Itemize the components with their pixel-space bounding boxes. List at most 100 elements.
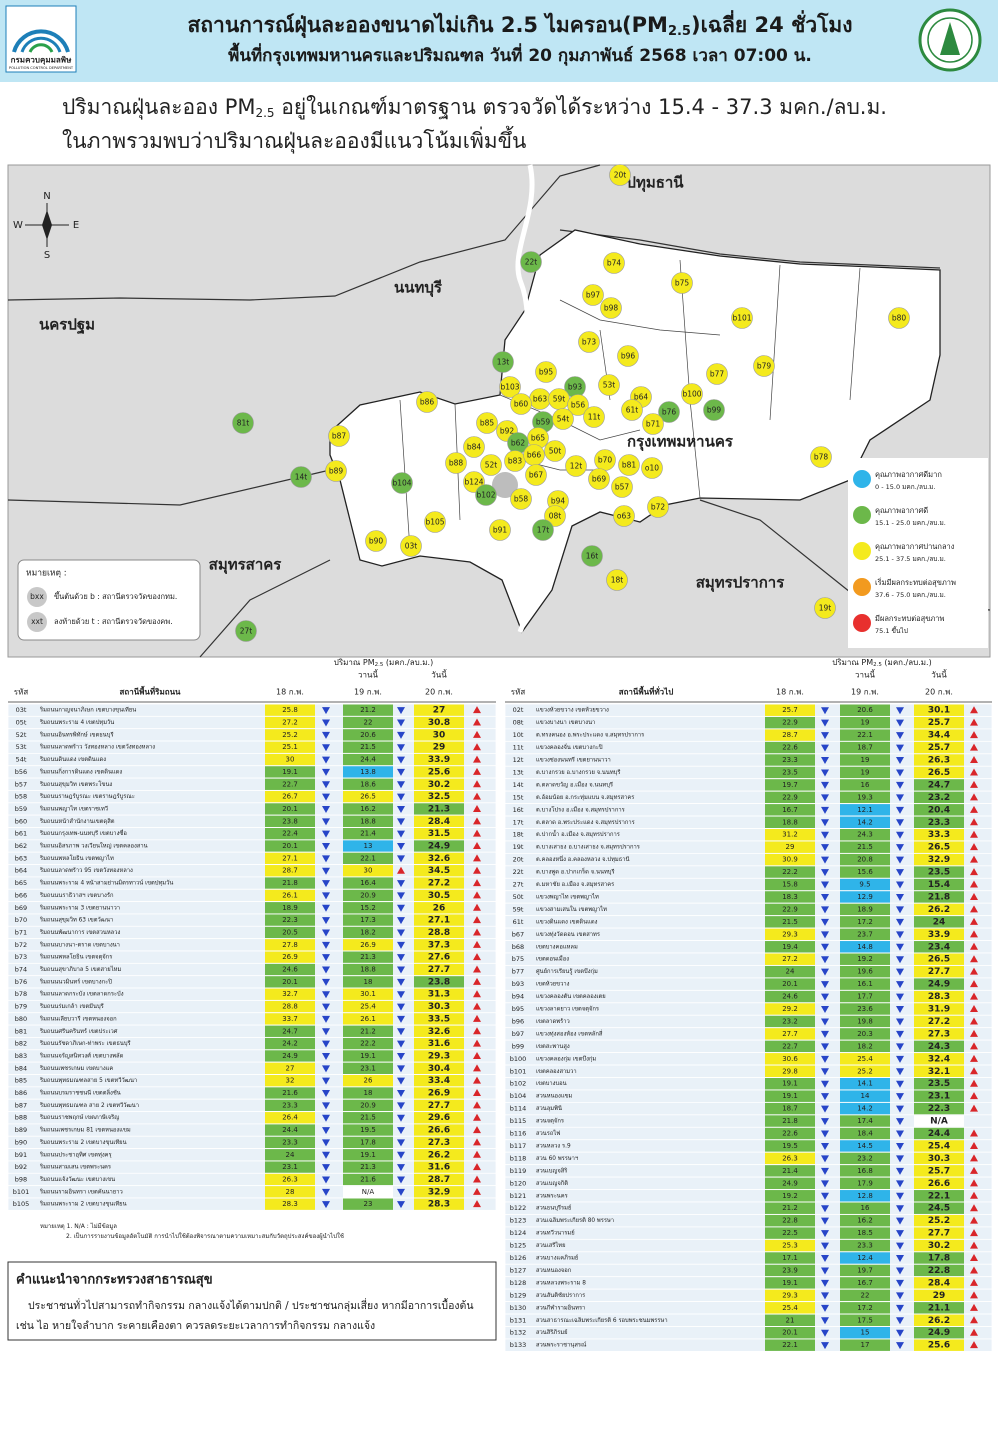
- station-marker: [492, 351, 514, 373]
- title-subscript: 2.5: [668, 24, 691, 39]
- station-label: b94: [551, 497, 566, 506]
- station-code: b85: [15, 1077, 27, 1085]
- reference-circle: [492, 472, 518, 498]
- value: 31.6: [428, 1039, 450, 1049]
- value: 21.3: [360, 953, 376, 961]
- value-cell: [265, 1062, 315, 1074]
- arrow-up: [970, 1141, 978, 1149]
- arrow-down: [397, 707, 405, 715]
- arrow-down: [896, 769, 904, 777]
- station-marker: [525, 464, 547, 486]
- value: 24.4: [282, 1126, 298, 1134]
- station-name: เขตดอนเมือง: [536, 955, 569, 963]
- column-header: 20 ก.พ.: [925, 688, 953, 697]
- value: 27.1: [428, 916, 450, 926]
- value: 12.9: [857, 893, 873, 901]
- arrow-up: [473, 1051, 481, 1059]
- station-code: 12t: [513, 756, 524, 764]
- value-cell: [414, 852, 464, 865]
- station-marker: [617, 345, 639, 367]
- value-cell: [840, 1152, 890, 1165]
- value: 19: [861, 768, 870, 776]
- value-cell: [840, 1289, 890, 1302]
- station-code: b93: [512, 980, 524, 988]
- arrow-up: [970, 1266, 978, 1274]
- station-marker: [532, 519, 554, 541]
- arrow-down: [896, 993, 904, 1001]
- station-name: สวนบางแคภิรมย์: [536, 1254, 578, 1262]
- value: 19: [861, 719, 870, 727]
- value: 30: [286, 756, 295, 764]
- station-code: b66: [15, 891, 27, 899]
- value: 23.1: [360, 1064, 376, 1072]
- value: 19.5: [782, 1142, 798, 1150]
- value: 23.9: [782, 1266, 798, 1274]
- arrow-down: [322, 1028, 330, 1036]
- arrow-down: [397, 880, 405, 888]
- station-marker: [400, 535, 422, 557]
- value-cell: [914, 841, 964, 853]
- station-name: ริมถนนเพชรเกษม 81 เขตหนองแขม: [39, 1127, 131, 1134]
- value-cell: [914, 978, 964, 990]
- value-cell: [765, 990, 815, 1003]
- station-label: b77: [710, 370, 725, 379]
- value: 18.5: [857, 1229, 873, 1237]
- station-name: เขตบางคอแหลม: [536, 944, 578, 950]
- station-name: แขวงคลองกุ่ม เขตบึงกุ่ม: [536, 1055, 596, 1062]
- value-cell: [414, 988, 464, 1000]
- arrow-down: [322, 1201, 330, 1209]
- arrow-down: [322, 1003, 330, 1011]
- station-code: b78: [15, 990, 27, 998]
- value: 21.3: [360, 1163, 376, 1171]
- value-cell: [343, 1000, 393, 1013]
- value: 20.1: [282, 842, 298, 850]
- value-cell: [265, 1173, 315, 1186]
- station-marker: [753, 355, 775, 377]
- logo-name: กรมควบคุมมลพิษ: [11, 56, 72, 66]
- arrow-up: [473, 829, 481, 837]
- value: 25.7: [928, 743, 950, 753]
- station-marker: [499, 376, 521, 398]
- station-marker: [611, 476, 633, 498]
- value-cell: [343, 704, 393, 716]
- value-cell: [265, 902, 315, 914]
- table-note: 2. เป็นการรายงานข้อมูลอัตโนมัติ การนำไปใ…: [66, 1231, 344, 1240]
- value-cell: [414, 815, 464, 827]
- value: 30.4: [428, 1064, 450, 1074]
- value-cell: [840, 1090, 890, 1102]
- legend-range: 0 - 15.0 มคก./ลบ.ม.: [875, 483, 936, 491]
- yesterday-header: วานนี้: [358, 669, 379, 680]
- station-name: ริมถนนแจ้งวัฒนะ เขตบางเขน: [39, 1175, 115, 1183]
- arrow-down: [896, 732, 904, 740]
- value-cell: [265, 988, 315, 1000]
- station-name: ต.ทรงคนอง อ.พระประแดง จ.สมุทรปราการ: [536, 732, 644, 739]
- arrow-down: [821, 732, 829, 740]
- station-name: ริมถนนพระราม 4 เขตปทุมวัน: [39, 718, 114, 726]
- yesterday-header: วานนี้: [855, 669, 876, 680]
- value: 32.9: [928, 855, 950, 865]
- value-cell: [765, 1053, 815, 1065]
- arrow-up: [970, 1067, 978, 1075]
- value-cell: [765, 1165, 815, 1177]
- value-cell: [840, 1065, 890, 1077]
- legend-range: 75.1 ขึ้นไป: [875, 626, 908, 635]
- value-cell: [840, 965, 890, 978]
- station-name: ริมถนนพระราม 4 หน้าสามย่านมิตรทาวน์ เขตป…: [39, 879, 173, 887]
- station-label: 52t: [485, 461, 498, 470]
- value: 29.3: [782, 1291, 798, 1299]
- summary: ปริมาณฝุ่นละออง PM2.5 อยู่ในเกณฑ์มาตรฐาน…: [62, 95, 887, 120]
- arrow-down: [821, 831, 829, 839]
- arrow-down: [821, 806, 829, 814]
- station-code: b122: [510, 1204, 527, 1212]
- station-code: 53t: [16, 743, 27, 751]
- value-cell: [765, 779, 815, 791]
- arrow-down: [896, 1006, 904, 1014]
- arrow-up: [970, 855, 978, 863]
- value: 25.7: [928, 1166, 950, 1176]
- station-label: b59: [536, 418, 551, 427]
- arrow-down: [821, 1242, 829, 1250]
- value: 21.5: [360, 1114, 376, 1122]
- value: 14.2: [857, 818, 873, 826]
- station-code: b88: [15, 1114, 27, 1122]
- arrow-down: [322, 1090, 330, 1098]
